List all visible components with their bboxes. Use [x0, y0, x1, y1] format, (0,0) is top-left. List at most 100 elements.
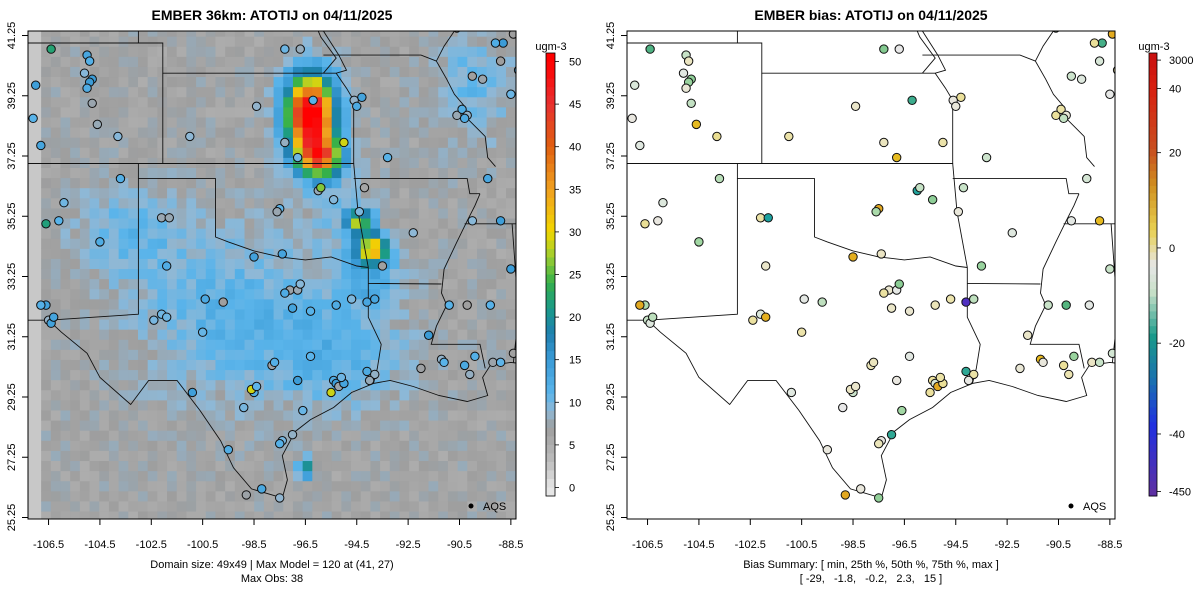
y-tick-label: 33.25: [6, 263, 18, 291]
grid-cell: [283, 167, 294, 179]
grid-cell: [147, 177, 158, 189]
grid-cell: [418, 197, 430, 209]
grid-cell: [205, 369, 217, 381]
grid-cell: [99, 359, 110, 371]
grid-cell: [438, 420, 449, 431]
grid-cell: [322, 86, 333, 98]
grid-cell: [215, 66, 226, 78]
grid-cell: [167, 187, 178, 199]
grid-cell: [50, 167, 62, 179]
grid-cell: [360, 197, 372, 209]
grid-cell: [79, 116, 91, 128]
grid-cell: [360, 288, 372, 300]
grid-cell: [215, 157, 226, 169]
grid-cell: [196, 217, 207, 229]
grid-cell: [234, 288, 246, 300]
grid-cell: [438, 31, 449, 37]
colorbar-segment: [546, 359, 555, 369]
grid-cell: [196, 238, 207, 249]
grid-cell: [118, 278, 129, 290]
grid-cell: [292, 187, 304, 199]
bias-point: [1094, 216, 1105, 226]
grid-cell: [399, 46, 410, 57]
grid-cell: [176, 349, 188, 360]
grid-cell: [322, 76, 333, 88]
grid-cell: [99, 318, 110, 330]
grid-cell: [205, 167, 217, 179]
grid-cell: [486, 420, 497, 431]
grid-cell: [322, 157, 333, 169]
grid-cell: [244, 420, 255, 431]
state-boundary: [435, 31, 496, 167]
grid-cell: [50, 278, 62, 290]
grid-cell: [312, 409, 323, 421]
grid-cell: [41, 500, 52, 512]
grid-cell: [118, 460, 129, 472]
grid-cell: [418, 228, 430, 239]
grid-cell: [234, 86, 246, 98]
grid-cell: [167, 56, 178, 67]
grid-cell: [506, 369, 516, 381]
grid-cell: [215, 470, 226, 482]
grid-cell: [292, 228, 304, 239]
grid-cell: [196, 440, 207, 451]
grid-cell: [215, 197, 226, 209]
grid-cell: [176, 46, 188, 57]
grid-cell: [418, 207, 430, 219]
grid-cell: [370, 137, 381, 148]
grid-cell: [389, 399, 401, 411]
grid-cell: [108, 420, 120, 431]
aqs-site: [354, 207, 365, 217]
grid-cell: [99, 379, 110, 391]
grid-cell: [89, 409, 100, 421]
grid-cell: [108, 369, 120, 381]
colorbar-label: 50: [569, 57, 581, 69]
grid-cell: [147, 147, 158, 158]
colorbar-segment: [546, 368, 555, 378]
grid-cell: [331, 157, 342, 169]
grid-cell: [467, 329, 478, 340]
grid-cell: [457, 66, 468, 78]
grid-cell: [60, 76, 71, 88]
grid-cell: [254, 389, 265, 401]
grid-cell: [205, 96, 217, 108]
grid-cell: [70, 318, 81, 330]
grid-cell: [263, 420, 275, 431]
grid-cell: [137, 76, 149, 88]
bias-point: [850, 381, 861, 392]
grid-cell: [283, 490, 294, 502]
grid-cell: [428, 308, 439, 320]
grid-cell: [447, 490, 459, 502]
grid-cell: [283, 349, 294, 360]
grid-cell: [254, 420, 265, 431]
colorbar-segment: [1149, 326, 1157, 335]
grid-cell: [225, 106, 236, 118]
grid-cell: [380, 369, 391, 381]
grid-cell: [389, 389, 401, 401]
grid-cell: [234, 480, 246, 492]
grid-cell: [380, 430, 391, 441]
grid-cell: [118, 379, 129, 391]
colorbar-segment: [546, 410, 555, 420]
grid-cell: [467, 389, 478, 401]
grid-cell: [147, 238, 158, 249]
grid-cell: [108, 31, 120, 37]
grid-cell: [215, 147, 226, 158]
aqs-site: [87, 98, 97, 108]
aqs-site: [36, 140, 46, 151]
grid-cell: [447, 369, 459, 381]
grid-cell: [486, 126, 497, 138]
grid-cell: [41, 339, 52, 350]
grid-cell: [176, 137, 188, 148]
aqs-site: [275, 493, 285, 503]
grid-cell: [167, 450, 178, 462]
grid-cell: [399, 56, 410, 67]
colorbar-segment: [546, 197, 555, 207]
grid-cell: [41, 137, 52, 148]
grid-cell: [99, 440, 110, 451]
grid-cell: [50, 187, 62, 199]
x-tick-label: -94.5: [344, 539, 369, 551]
grid-cell: [380, 329, 391, 340]
grid-cell: [380, 248, 391, 259]
grid-cell: [167, 258, 178, 270]
